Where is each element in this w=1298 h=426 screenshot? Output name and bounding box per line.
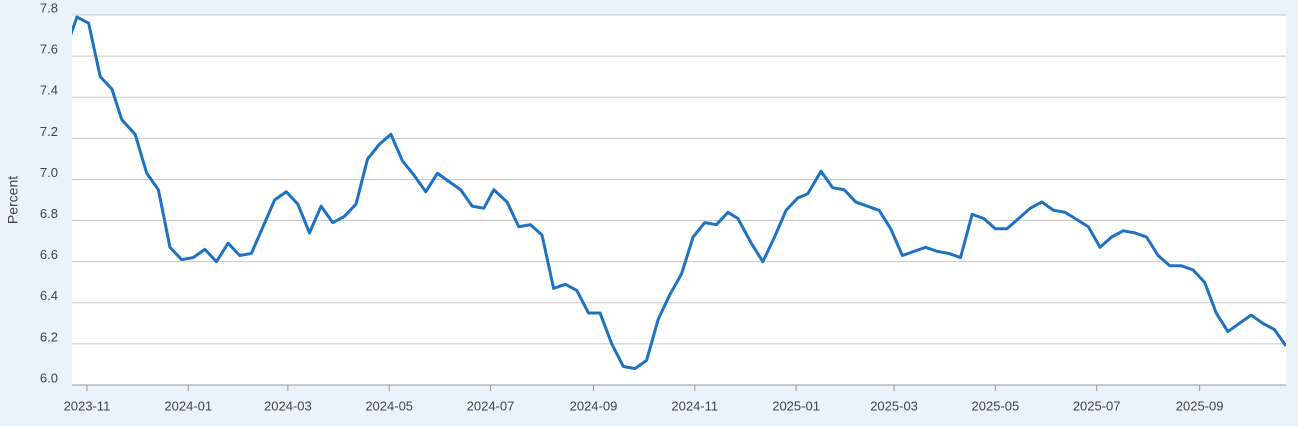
x-tick-label: 2025-01 [772,398,820,413]
x-tick-label: 2025-03 [870,398,918,413]
y-tick-label: 6.4 [40,288,58,303]
x-tick-label: 2025-07 [1073,398,1121,413]
y-tick-label: 6.8 [40,206,58,221]
y-tick-label: 7.2 [40,124,58,139]
y-tick-label: 7.4 [40,83,58,98]
data-line [72,15,1286,371]
y-tick-label: 7.0 [40,165,58,180]
y-tick-label: 7.6 [40,42,58,57]
x-tick-label: 2023-11 [64,398,111,413]
y-tick-label: 6.2 [40,329,58,344]
y-axis-label: Percent [5,176,21,224]
x-tick-label: 2025-09 [1176,398,1224,413]
y-tick-label: 6.0 [40,370,58,385]
plot-area [72,15,1286,385]
x-tick-label: 2024-11 [671,398,718,413]
x-tick-label: 2025-05 [972,398,1020,413]
y-tick-label: 7.8 [40,0,58,15]
x-tick-label: 2024-05 [365,398,413,413]
x-tick-label: 2024-03 [264,398,312,413]
y-tick-label: 6.6 [40,247,58,262]
x-tick-label: 2024-09 [570,398,618,413]
x-tick-label: 2024-01 [164,398,212,413]
x-tick-label: 2024-07 [467,398,515,413]
